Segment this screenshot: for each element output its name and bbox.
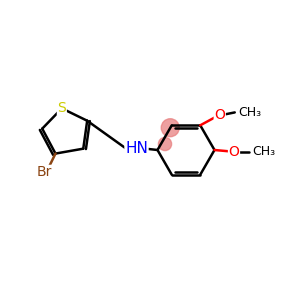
Circle shape [158, 137, 172, 151]
Text: CH₃: CH₃ [253, 145, 276, 158]
Text: O: O [214, 108, 225, 122]
Circle shape [161, 119, 179, 137]
Text: CH₃: CH₃ [238, 106, 262, 119]
Text: Br: Br [37, 165, 52, 179]
Text: HN: HN [125, 141, 148, 156]
Text: S: S [58, 101, 66, 116]
Text: O: O [229, 145, 239, 158]
